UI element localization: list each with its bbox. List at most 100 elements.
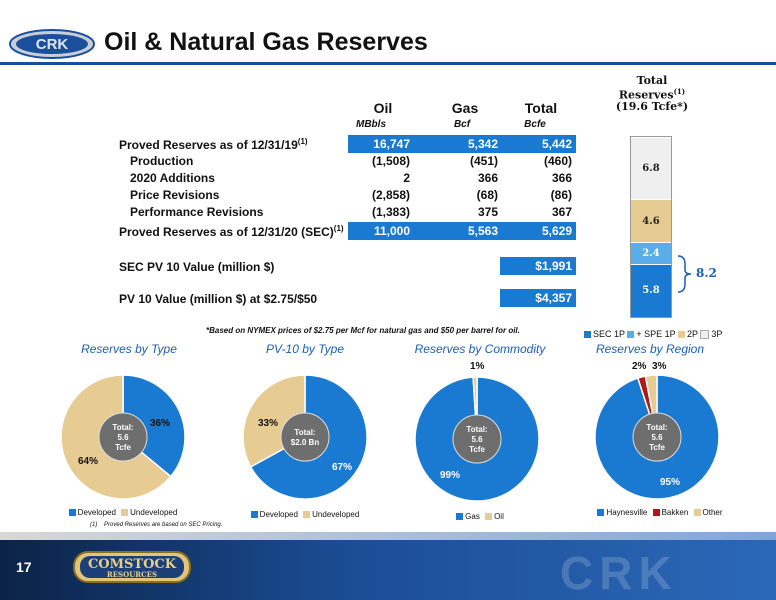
footer-company-name: COMSTOCK [88, 557, 177, 572]
row-label-price-revisions: Price Revisions [130, 188, 220, 202]
pie-center-text: Tcfe [115, 443, 131, 452]
footer-company-sub: RESOURCES [107, 570, 157, 579]
highlight-bar-proved-2020 [348, 222, 576, 240]
title-divider [0, 62, 776, 65]
pie-center-text: 5.6 [471, 435, 483, 444]
footer-watermark: CRK [560, 547, 678, 599]
table-cell: 366 [477, 171, 498, 185]
footer-stripe [0, 532, 776, 540]
table-cell: 5,342 [467, 137, 498, 151]
table-cell: (1,383) [371, 205, 410, 219]
table-cell: 5,442 [541, 137, 572, 151]
row-label-proved-2019: Proved Reserves as of 12/31/19(1) [119, 137, 308, 152]
table-cell: (451) [469, 154, 498, 168]
column-unit-oil: MBbls [356, 119, 386, 130]
stack-title-line3: (19.6 Tcfe*) [615, 100, 689, 113]
page-title: Oil & Natural Gas Reserves [104, 28, 428, 56]
sec-pv10-label: SEC PV 10 Value (million $) [119, 260, 275, 274]
table-cell: 2 [403, 171, 410, 185]
pie-title-pv10-by-type: PV-10 by Type [265, 342, 345, 356]
company-logo-footer: COMSTOCK RESOURCES [72, 550, 192, 584]
pie-legend: Developed Undeveloped [240, 510, 370, 519]
pie-center-badge [280, 412, 330, 462]
pie-center-badge [452, 414, 502, 464]
pv10-value: $4,357 [500, 289, 576, 307]
stack-segment-sec-1p: 5.8 [631, 263, 671, 317]
pie-center-badge [98, 412, 148, 462]
stack-title-line1: Total [636, 74, 668, 87]
pie-label: 67% [332, 462, 353, 473]
legend-item: + SPE 1P [627, 329, 676, 339]
stack-segment-spe-1p: 2.4 [631, 241, 671, 264]
table-cell: 11,000 [373, 224, 410, 238]
stack-legend: SEC 1P + SPE 1P 2P 3P [584, 329, 722, 340]
row-label-proved-2020: Proved Reserves as of 12/31/20 (SEC)(1) [119, 224, 344, 239]
table-cell: 367 [551, 205, 572, 219]
pie-label: 1% [470, 361, 485, 372]
logo-text: CRK [36, 36, 69, 53]
pie-center-text: Total: [294, 428, 315, 437]
pie-label: 99% [440, 470, 461, 481]
pie-label: 36% [150, 418, 171, 429]
bracket-label: 8.2 [696, 266, 717, 280]
stack-segment-2p: 4.6 [631, 199, 671, 242]
pie-label: 3% [652, 361, 667, 372]
footnote: (1) Proved Reserves are based on SEC Pri… [90, 522, 223, 528]
company-logo: CRK [8, 28, 96, 60]
pie-slice-developed [122, 374, 186, 478]
page-number: 17 [16, 559, 32, 575]
stack-title-line2: Reserves(1) [618, 87, 686, 102]
pie-label: 33% [258, 418, 279, 429]
table-cell: 5,563 [467, 224, 498, 238]
table-cell: 16,747 [373, 137, 410, 151]
pie-title-reserves-by-region: Reserves by Region [595, 342, 705, 356]
pie-title-reserves-by-commodity: Reserves by Commodity [414, 342, 546, 356]
pie-label: 64% [78, 456, 99, 467]
table-cell: 366 [551, 171, 572, 185]
price-note: *Based on NYMEX prices of $2.75 per Mcf … [206, 326, 520, 335]
table-cell: (460) [543, 154, 572, 168]
pie-center-text: Total: [646, 423, 667, 432]
pie-center-badge [632, 412, 682, 462]
pie-center-text: 5.6 [117, 433, 129, 442]
stacked-bar: 5.8 2.4 4.6 6.8 [630, 136, 672, 318]
legend-item: SEC 1P [584, 329, 625, 339]
table-cell: 5,629 [541, 224, 572, 238]
pie-legend: Developed Undeveloped [58, 508, 188, 517]
column-header-oil: Oil [373, 100, 393, 116]
table-cell: (2,858) [371, 188, 410, 202]
pie-label: 2% [632, 361, 647, 372]
row-label-performance-revisions: Performance Revisions [130, 205, 264, 219]
bracket-icon [677, 255, 692, 293]
column-unit-total: Bcfe [524, 119, 546, 130]
pie-legend: Gas Oil [430, 512, 530, 521]
pie-center-text: Tcfe [649, 443, 665, 452]
column-unit-gas: Bcf [453, 119, 471, 130]
pie-center-text: 5.6 [651, 433, 663, 442]
table-cell: (1,508) [371, 154, 410, 168]
pie-label: 95% [660, 477, 681, 488]
pie-legend: Haynesville Bakken Other [590, 508, 730, 517]
highlight-bar-proved-2019 [348, 135, 576, 153]
table-cell: 375 [477, 205, 498, 219]
pie-center-text: $2.0 Bn [291, 438, 320, 447]
pv10-label: PV 10 Value (million $) at $2.75/$50 [119, 292, 318, 306]
pie-chart-pv10-by-type: Total:$2.0 Bn [242, 374, 368, 500]
row-label-production: Production [130, 154, 194, 168]
column-header-total: Total [524, 100, 558, 116]
legend-item: 2P [678, 329, 698, 339]
table-cell: (86) [550, 188, 572, 202]
row-label-additions: 2020 Additions [130, 171, 215, 185]
column-header-gas: Gas [451, 100, 479, 116]
legend-item: 3P [700, 329, 722, 340]
pie-center-text: Total: [112, 423, 133, 432]
pie-title-reserves-by-type: Reserves by Type [81, 342, 177, 356]
pie-center-text: Total: [466, 425, 487, 434]
stack-segment-3p: 6.8 [631, 137, 671, 200]
pie-center-text: Tcfe [469, 445, 485, 454]
sec-pv10-value: $1,991 [500, 257, 576, 275]
table-cell: (68) [476, 188, 498, 202]
